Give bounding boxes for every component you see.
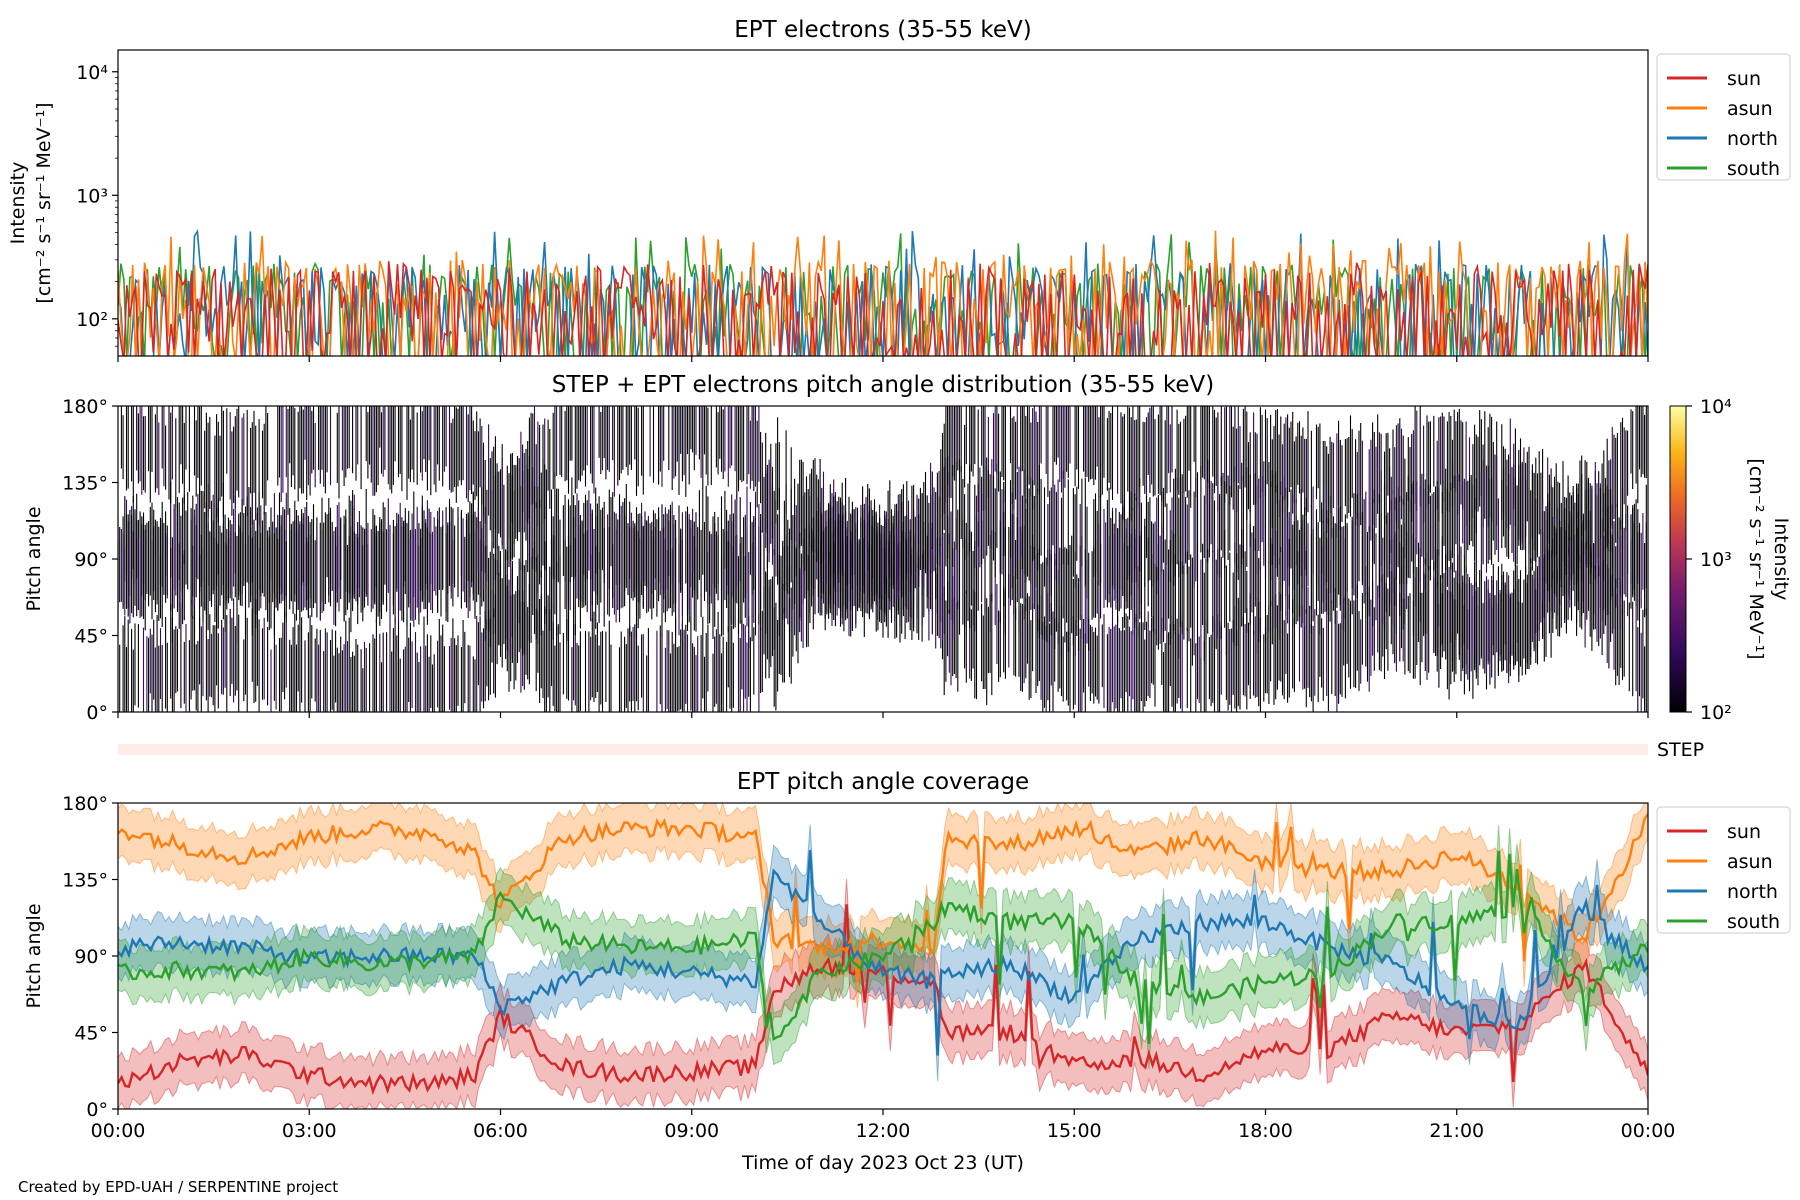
colorbar-tick-label: 10² [1700, 702, 1732, 724]
x-tick-label: 00:00 [1621, 1120, 1676, 1142]
y-tick-label: 180° [62, 793, 108, 815]
y-tick-label: 0° [86, 702, 108, 724]
y-tick-label: 135° [62, 473, 108, 495]
panel1-legend: sun asun north south [1656, 53, 1791, 181]
panel3-y-ticks: 0° 45° 90° 135° 180° [62, 793, 118, 1121]
y-tick-label: 45° [74, 626, 108, 648]
y-tick-label: 180° [62, 396, 108, 418]
panel3-legend: sun asun north south [1656, 806, 1791, 934]
step-strip-label: STEP [1657, 739, 1704, 761]
sun-legend-label: sun [1727, 821, 1761, 843]
y-tick-label: 10² [76, 309, 108, 331]
x-tick-label: 21:00 [1429, 1120, 1484, 1142]
colorbar-label-line2: [cm⁻² s⁻¹ sr⁻¹ MeV⁻¹] [1745, 458, 1767, 659]
colorbar-label-line1: Intensity [1770, 518, 1792, 601]
x-tick-label: 12:00 [856, 1120, 911, 1142]
legend-box [1656, 806, 1791, 934]
x-tick-label: 03:00 [282, 1120, 337, 1142]
y-tick-label: 10⁴ [76, 62, 108, 84]
panel2-ylabel: Pitch angle [23, 506, 45, 611]
north-legend-label: north [1727, 128, 1778, 150]
panel1-y-ticks: 10² 10³ 10⁴ [76, 62, 118, 347]
colorbar-tick-label: 10⁴ [1700, 396, 1732, 418]
y-tick-label: 0° [86, 1099, 108, 1121]
y-tick-label: 10³ [76, 185, 108, 207]
colorbar-ticks: 10² 10³ 10⁴ [1686, 396, 1732, 724]
north-intensity-line [118, 228, 1648, 356]
panel-intensity: EPT electrons (35-55 keV) 10² 10³ 10⁴ Inte… [7, 17, 1791, 362]
panel1-title: EPT electrons (35-55 keV) [734, 17, 1031, 43]
north-coverage-band [118, 824, 1648, 1082]
asun-intensity-line [118, 230, 1648, 356]
y-tick-label: 45° [74, 1023, 108, 1045]
asun-legend-label: asun [1727, 98, 1773, 120]
panel-pitch-angle-distribution: STEP + EPT electrons pitch angle distrib… [23, 372, 1792, 761]
sun-coverage-line [118, 904, 1648, 1096]
north-coverage-line [118, 850, 1648, 1056]
south-coverage-line [118, 850, 1648, 1044]
y-tick-label: 90° [74, 946, 108, 968]
x-axis-label: Time of day 2023 Oct 23 (UT) [741, 1152, 1024, 1174]
colorbar [1669, 405, 1687, 713]
panel3-ylabel: Pitch angle [23, 903, 45, 1008]
sun-intensity-line [118, 261, 1648, 356]
panel3-x-ticks: 00:00 03:00 06:00 09:00 12:00 15:00 18:00 21:00… [91, 1109, 1676, 1142]
south-coverage-band [118, 825, 1648, 1070]
y-tick-label: 90° [74, 549, 108, 571]
south-legend-label: south [1727, 158, 1780, 180]
panel1-ylabel-line1: Intensity [7, 162, 29, 245]
panel2-title: STEP + EPT electrons pitch angle distrib… [552, 372, 1214, 398]
panel1-ylabel-line2: [cm⁻² s⁻¹ sr⁻¹ MeV⁻¹] [33, 102, 55, 303]
asun-coverage-line [118, 813, 1648, 983]
y-tick-label: 135° [62, 870, 108, 892]
x-tick-label: 09:00 [664, 1120, 719, 1142]
north-legend-label: north [1727, 881, 1778, 903]
x-tick-label: 00:00 [91, 1120, 146, 1142]
pad-heatmap [118, 406, 1647, 712]
panel2-x-ticks [117, 712, 1649, 718]
asun-legend-label: asun [1727, 851, 1773, 873]
credit-text: Created by EPD-UAH / SERPENTINE project [18, 1178, 338, 1196]
panel-pitch-angle-coverage: EPT pitch angle coverage 0° 45° 90° 135° 180… [23, 769, 1791, 1142]
x-tick-label: 15:00 [1047, 1120, 1102, 1142]
panel1-x-ticks [117, 356, 1649, 362]
sun-legend-label: sun [1727, 68, 1761, 90]
x-tick-label: 18:00 [1238, 1120, 1293, 1142]
south-intensity-line [118, 233, 1648, 356]
x-tick-label: 06:00 [473, 1120, 528, 1142]
colorbar-tick-label: 10³ [1700, 549, 1732, 571]
step-strip [118, 744, 1648, 755]
panel3-title: EPT pitch angle coverage [737, 769, 1029, 795]
panel2-y-ticks: 0° 45° 90° 135° 180° [62, 396, 118, 724]
south-legend-label: south [1727, 911, 1780, 933]
intensity-series-group [118, 228, 1648, 356]
coverage-series-group [118, 803, 1648, 1109]
legend-box [1656, 53, 1791, 181]
